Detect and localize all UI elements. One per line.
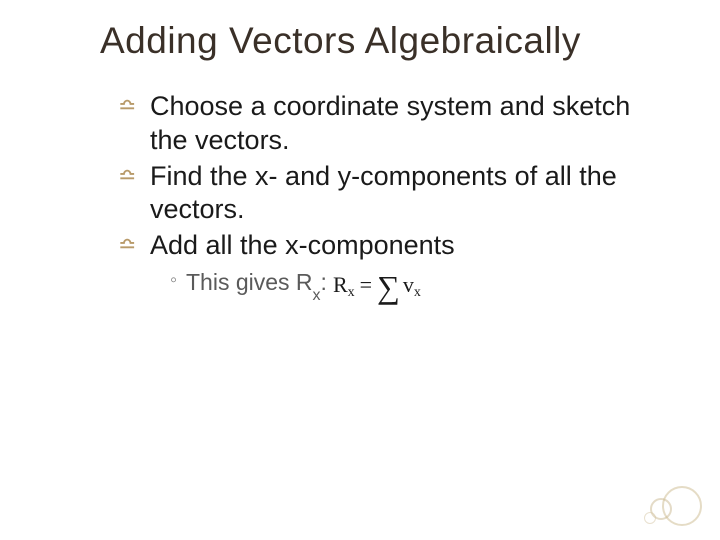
bullet-marker-icon: ≏ xyxy=(118,92,136,120)
slide-container: Adding Vectors Algebraically ≏ Choose a … xyxy=(0,0,720,540)
sub-bullet-item: ◦ This gives Rx: Rx = ∑ vx xyxy=(170,269,660,301)
bullet-marker-icon: ≏ xyxy=(118,231,136,259)
deco-ring-icon xyxy=(644,512,656,524)
formula-rhs-sub: x xyxy=(414,285,421,301)
formula-lhs-var: R xyxy=(333,272,348,298)
formula-lhs: Rx xyxy=(333,272,355,298)
sub-bullet-marker-icon: ◦ xyxy=(170,269,177,292)
formula: Rx = ∑ vx xyxy=(333,269,421,301)
formula-equals: = xyxy=(360,272,372,298)
slide-title: Adding Vectors Algebraically xyxy=(100,20,660,62)
bullet-text: Add all the x-components xyxy=(150,230,455,260)
bullet-item: ≏ Choose a coordinate system and sketch … xyxy=(118,90,660,158)
slide-decoration xyxy=(644,482,704,526)
sub-bullet-subscript: x xyxy=(313,287,321,304)
bullet-item: ≏ Find the x- and y-components of all th… xyxy=(118,160,660,228)
bullet-list: ≏ Choose a coordinate system and sketch … xyxy=(118,90,660,301)
formula-rhs-var: v xyxy=(403,272,414,298)
sub-bullet-text: This gives Rx: xyxy=(186,269,327,301)
formula-rhs: vx xyxy=(403,272,421,298)
sub-bullet-prefix: This gives R xyxy=(186,269,313,295)
formula-lhs-sub: x xyxy=(348,285,355,301)
bullet-text: Find the x- and y-components of all the … xyxy=(150,161,617,225)
bullet-item: ≏ Add all the x-components xyxy=(118,229,660,263)
bullet-marker-icon: ≏ xyxy=(118,162,136,190)
sub-bullet-suffix: : xyxy=(321,269,327,295)
sigma-icon: ∑ xyxy=(377,271,400,303)
bullet-text: Choose a coordinate system and sketch th… xyxy=(150,91,630,155)
